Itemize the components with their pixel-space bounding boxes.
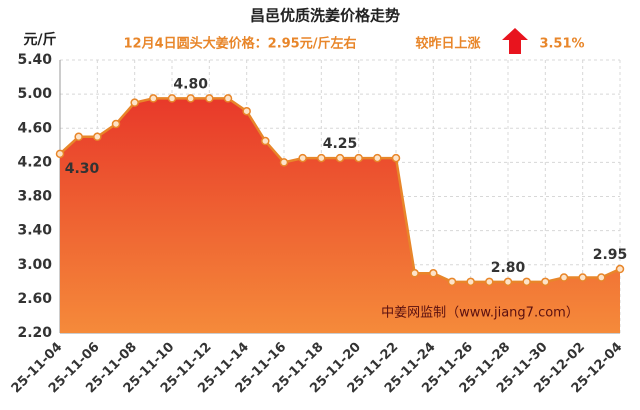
y-tick-label: 4.20 <box>17 154 52 170</box>
area <box>60 98 620 333</box>
data-label: 4.25 <box>323 136 358 152</box>
data-label: 4.30 <box>65 161 100 177</box>
point <box>391 153 401 163</box>
chart-title: 昌邑优质洗姜价格走势 <box>250 7 400 25</box>
y-unit: 元/斤 <box>23 31 56 48</box>
point <box>578 273 587 282</box>
point <box>242 106 251 116</box>
y-tick-label: 2.20 <box>17 325 52 341</box>
point <box>186 94 195 103</box>
point <box>522 277 531 287</box>
point <box>503 277 513 287</box>
y-tick-label: 3.80 <box>17 189 52 205</box>
point <box>298 153 307 163</box>
point <box>429 269 438 278</box>
point <box>335 153 345 163</box>
point <box>410 269 419 278</box>
point <box>93 132 102 142</box>
y-tick-label: 3.40 <box>17 223 52 239</box>
change-value: 3.51% <box>539 37 584 52</box>
point <box>597 273 606 282</box>
point <box>317 153 326 163</box>
point <box>541 277 550 287</box>
point <box>447 277 457 287</box>
y-tick-label: 5.40 <box>17 52 52 68</box>
point <box>559 273 569 282</box>
change-text: 较昨日上涨 <box>415 36 480 52</box>
subtitle: 12月4日圆头大姜价格：2.95元/斤左右 <box>124 36 357 52</box>
point <box>279 158 289 167</box>
point <box>149 94 158 103</box>
point <box>615 264 625 274</box>
y-tick-label: 2.60 <box>17 291 52 307</box>
y-tick-label: 5.00 <box>17 86 52 102</box>
up-arrow <box>502 28 528 54</box>
point <box>111 119 121 129</box>
point <box>130 98 139 107</box>
point <box>55 149 65 159</box>
point <box>223 94 233 103</box>
point <box>205 94 214 103</box>
y-tick-label: 4.60 <box>17 120 52 136</box>
data-label: 4.80 <box>173 76 208 92</box>
y-tick-label: 3.00 <box>17 257 52 273</box>
point <box>261 136 270 146</box>
point <box>354 153 363 163</box>
point <box>167 94 177 103</box>
point <box>485 277 494 287</box>
point <box>74 132 83 142</box>
point <box>466 277 475 287</box>
data-label: 2.95 <box>593 247 628 263</box>
watermark: 中姜网监制（www.jiang7.com） <box>381 306 579 321</box>
data-label: 2.80 <box>491 260 526 276</box>
point <box>373 153 382 163</box>
